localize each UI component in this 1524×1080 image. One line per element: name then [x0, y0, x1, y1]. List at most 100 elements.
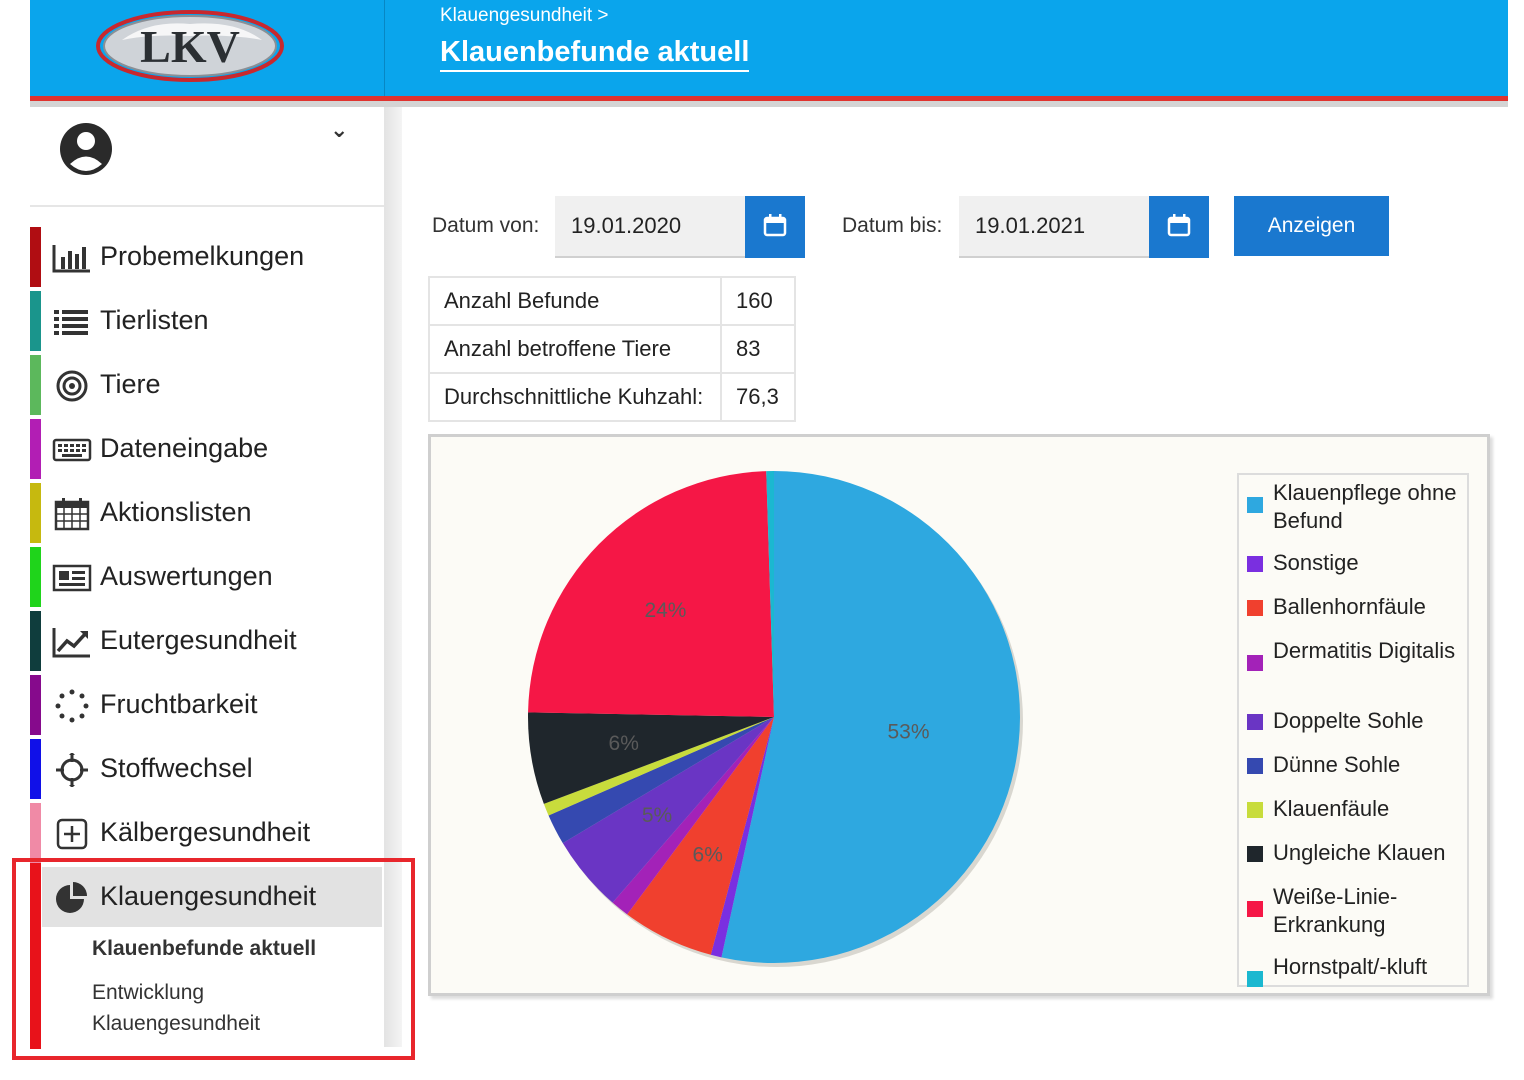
sidebar-item-klauengesundheit[interactable]: Klauengesundheit	[42, 867, 382, 927]
legend-swatch	[1247, 600, 1263, 616]
pie-slice[interactable]	[721, 471, 1020, 963]
sidebar-item-label: Dateneingabe	[100, 433, 269, 463]
sidebar-item-stoffwechsel[interactable]: Stoffwechsel	[30, 739, 384, 799]
legend-swatch	[1247, 556, 1263, 572]
legend-label: Hornstpalt/-kluft	[1273, 954, 1428, 979]
pie-slice[interactable]	[543, 717, 774, 816]
pie-slice-label: 6%	[609, 732, 639, 755]
sidebar-item-accent	[30, 227, 41, 287]
legend-swatch	[1247, 655, 1263, 671]
legend-label: Doppelte Sohle	[1273, 708, 1424, 733]
sidebar-subitem-entwicklung-line2[interactable]: Klauengesundheit	[92, 1012, 261, 1035]
sidebar-item-probemelkungen[interactable]: Probemelkungen	[30, 227, 384, 287]
legend-swatch	[1247, 802, 1263, 818]
pie-chart: 53% 6% 5% 6% 24%	[528, 471, 1023, 967]
logo-divider	[384, 0, 385, 96]
stat-value: 76,3	[720, 372, 796, 422]
legend-swatch	[1247, 971, 1263, 987]
user-avatar-icon	[60, 123, 112, 175]
stat-value: 160	[720, 276, 796, 326]
sidebar-item-label: Kälbergesundheit	[100, 817, 311, 847]
pie-slice[interactable]	[627, 717, 774, 955]
sidebar-group-klauengesundheit	[30, 863, 384, 1049]
crosshair-icon	[56, 753, 88, 787]
table-row: Durchschnittliche Kuhzahl: 76,3	[428, 372, 796, 422]
legend-label: Dünne Sohle	[1273, 752, 1401, 777]
sidebar-item-label: Stoffwechsel	[100, 753, 253, 783]
date-to-calendar-button[interactable]	[1149, 196, 1209, 258]
pie-slice[interactable]	[528, 471, 774, 717]
target-icon	[56, 370, 88, 402]
legend-swatch	[1247, 846, 1263, 862]
bar-chart-icon	[52, 245, 90, 273]
pie-slice[interactable]	[766, 471, 774, 717]
stats-table: Anzahl Befunde 160 Anzahl betroffene Tie…	[428, 276, 796, 422]
sidebar-item-label: Probemelkungen	[100, 241, 305, 271]
show-button[interactable]: Anzeigen	[1234, 196, 1389, 256]
sidebar-item-accent	[30, 355, 41, 415]
date-to-input[interactable]: 19.01.2021	[959, 196, 1149, 258]
sidebar-item-dateneingabe[interactable]: Dateneingabe	[30, 419, 384, 479]
pie-slice[interactable]	[612, 717, 774, 915]
stat-label: Durchschnittliche Kuhzahl:	[428, 372, 722, 422]
pie-slice[interactable]	[528, 712, 774, 804]
legend-label: Sonstige	[1273, 550, 1359, 575]
stat-label: Anzahl betroffene Tiere	[428, 324, 722, 374]
date-from-input[interactable]: 19.01.2020	[555, 196, 745, 258]
table-row: Anzahl Befunde 160	[428, 276, 796, 326]
legend-label: Klauenpflege ohne Befund	[1273, 480, 1457, 533]
pie-slice[interactable]	[710, 717, 774, 958]
date-from-calendar-button[interactable]	[745, 196, 805, 258]
stat-label: Anzahl Befunde	[428, 276, 722, 326]
sidebar-item-accent	[30, 739, 41, 799]
pie-slice-label: 5%	[642, 804, 672, 827]
sidebar-item-fruchtbarkeit[interactable]: Fruchtbarkeit	[30, 675, 384, 735]
pie-slice[interactable]	[562, 717, 774, 903]
sidebar-item-accent	[30, 419, 41, 479]
plus-box-icon	[56, 818, 88, 850]
sidebar-item-label: Auswertungen	[100, 561, 273, 591]
sidebar-item-auswertungen[interactable]: Auswertungen	[30, 547, 384, 607]
legend-label: Dermatitis Digitalis	[1273, 638, 1456, 663]
legend-swatch	[1247, 497, 1263, 513]
sidebar-item-accent	[30, 291, 41, 351]
trend-chart-icon	[52, 628, 90, 658]
chevron-down-icon[interactable]: ⌄	[330, 117, 349, 142]
user-menu[interactable]: ⌄	[30, 107, 384, 207]
sidebar-subitem-entwicklung[interactable]: Entwicklung	[92, 981, 205, 1004]
legend-label: Klauenfäule	[1273, 796, 1390, 821]
legend-label: Ballenhornfäule	[1273, 594, 1426, 619]
legend-label: Weiße-Linie- Erkrankung	[1273, 884, 1398, 937]
sidebar-subitem-klauenbefunde-aktuell[interactable]: Klauenbefunde aktuell	[92, 937, 317, 960]
pie-slice-label: 6%	[693, 843, 723, 866]
lkv-logo[interactable]: LKV	[30, 0, 384, 96]
page-title: Klauenbefunde aktuell	[440, 36, 750, 72]
breadcrumb[interactable]: Klauengesundheit >	[440, 5, 609, 26]
sidebar-item-accent	[30, 483, 41, 543]
sidebar-item-accent	[30, 803, 41, 863]
pie-slice-label: 24%	[644, 599, 686, 622]
newspaper-icon	[52, 564, 92, 592]
pie-slice[interactable]	[548, 717, 774, 844]
header-divider	[30, 96, 1508, 101]
legend-swatch	[1247, 714, 1263, 730]
sidebar-item-tiere[interactable]: Tiere	[30, 355, 384, 415]
sidebar-item-accent	[30, 547, 41, 607]
sidebar-item-label: Eutergesundheit	[100, 625, 297, 655]
sidebar-item-aktionslisten[interactable]: Aktionslisten	[30, 483, 384, 543]
highlight-frame	[12, 858, 415, 1060]
calendar-icon	[1167, 214, 1191, 237]
sidebar-item-accent	[30, 675, 41, 735]
stat-value: 83	[720, 324, 796, 374]
list-icon	[54, 310, 88, 335]
svg-text:LKV: LKV	[140, 21, 240, 72]
legend-label: Ungleiche Klauen	[1273, 840, 1446, 865]
sidebar-item-label: Fruchtbarkeit	[100, 689, 258, 719]
pie-chart-icon	[56, 882, 87, 913]
sidebar-item-kaelbergesundheit[interactable]: Kälbergesundheit	[30, 803, 384, 863]
chart-legend: Klauenpflege ohne Befund Sonstige Ballenho…	[1237, 473, 1469, 987]
sidebar-item-tierlisten[interactable]: Tierlisten	[30, 291, 384, 351]
sidebar-item-eutergesundheit[interactable]: Eutergesundheit	[30, 611, 384, 671]
sidebar-divider	[384, 107, 402, 1047]
pie-chart-panel: 53% 6% 5% 6% 24% Klauenpflege ohne Befund Son…	[428, 434, 1490, 996]
